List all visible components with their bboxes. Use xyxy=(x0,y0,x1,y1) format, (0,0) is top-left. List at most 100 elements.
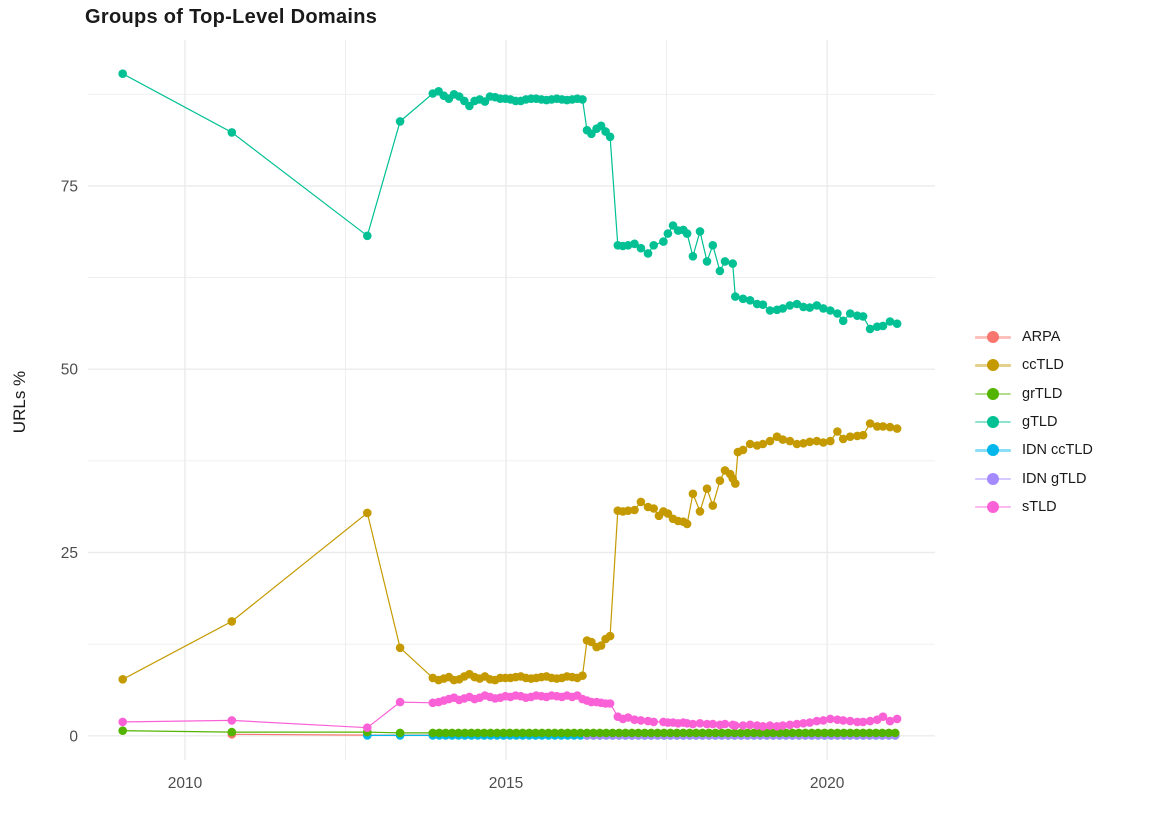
legend-item-grtld: grTLD xyxy=(975,380,1093,408)
series-grtld-point xyxy=(711,728,720,738)
series-cctld-point xyxy=(819,438,828,447)
series-stld-point xyxy=(745,720,755,730)
series-grtld-point xyxy=(845,728,855,738)
series-gtld-point xyxy=(688,251,698,261)
series-grtld-point xyxy=(435,728,444,738)
series-stld-point xyxy=(765,721,775,730)
x-tick-label: 2020 xyxy=(810,775,845,792)
series-grtld-point xyxy=(871,728,881,738)
series-grtld-point xyxy=(544,728,553,738)
series-stld-point xyxy=(792,719,802,729)
series-gtld-point xyxy=(363,231,372,241)
series-stld-point xyxy=(778,721,788,730)
series-stld-point xyxy=(118,717,127,727)
series-cctld-point xyxy=(745,439,755,449)
series-grtld-point xyxy=(730,728,739,738)
series-gtld-point xyxy=(785,301,795,310)
series-gtld-point xyxy=(728,259,737,268)
series-gtld-point xyxy=(596,121,606,131)
series-stld-point xyxy=(805,718,815,727)
series-grtld-point xyxy=(698,728,707,738)
legend-item-arpa: ARPA xyxy=(975,323,1093,351)
series-grtld-point xyxy=(518,728,527,738)
legend-key-icon xyxy=(975,359,1011,372)
series-grtld-point xyxy=(878,728,887,738)
series-grtld-point xyxy=(653,728,662,738)
series-gtld-point xyxy=(227,128,237,137)
legend-label: ccTLD xyxy=(1022,357,1064,374)
series-gtld-point xyxy=(695,227,705,236)
series-grtld-point xyxy=(659,728,669,738)
series-grtld-point xyxy=(884,728,894,738)
series-grtld-point xyxy=(672,728,682,738)
series-grtld-point xyxy=(621,728,630,738)
legend-key-icon xyxy=(975,416,1011,429)
legend-label: IDN ccTLD xyxy=(1022,442,1093,459)
series-cctld-line xyxy=(122,422,898,681)
series-cctld-point xyxy=(878,422,888,431)
series-cctld-point xyxy=(682,519,692,529)
series-stld-point xyxy=(878,712,888,721)
y-tick-label: 25 xyxy=(61,545,78,562)
series-gtld-point xyxy=(792,299,802,309)
series-cctld-point xyxy=(715,476,725,486)
series-grtld-point xyxy=(499,728,508,738)
legend-item-gtld: gTLD xyxy=(975,408,1093,436)
series-gtld-point xyxy=(682,229,692,238)
series-gtld-point xyxy=(745,296,755,305)
series-stld-point xyxy=(227,716,237,725)
series-grtld-point xyxy=(460,728,470,738)
legend: ARPA ccTLD grTLD gTLD IDN ccTLD IDN gTLD… xyxy=(975,323,1093,521)
series-stld-point xyxy=(885,716,895,726)
series-stld-point xyxy=(892,714,902,724)
series-cctld-point xyxy=(785,436,795,446)
series-grtld-point xyxy=(704,728,714,738)
series-grtld-point xyxy=(646,728,656,738)
series-gtld-point xyxy=(708,241,718,250)
series-cctld-point xyxy=(765,436,775,446)
legend-item-idn-cctld: IDN ccTLD xyxy=(975,436,1093,464)
series-gtld-point xyxy=(833,309,842,318)
series-stld-point xyxy=(636,716,646,725)
series-grtld-point xyxy=(820,728,829,738)
series-cctld-point xyxy=(596,641,606,650)
legend-item-cctld: ccTLD xyxy=(975,351,1093,379)
series-gtld-point xyxy=(805,303,815,312)
legend-label: gTLD xyxy=(1022,414,1058,431)
series-grtld-point xyxy=(788,728,797,738)
series-cctld-point xyxy=(838,434,848,444)
x-tick-label: 2010 xyxy=(168,775,203,792)
series-cctld-point xyxy=(758,439,768,449)
series-grtld-point xyxy=(801,728,810,738)
series-grtld-point xyxy=(569,728,579,738)
series-grtld-point xyxy=(447,728,457,738)
x-tick-label: 2015 xyxy=(489,775,523,792)
series-grtld-point xyxy=(852,728,861,738)
series-grtld-point xyxy=(576,728,585,738)
series-cctld-point xyxy=(792,439,802,449)
series-grtld-point xyxy=(634,728,643,738)
series-grtld-point xyxy=(640,728,649,738)
y-tick-label: 0 xyxy=(69,728,78,745)
series-grtld-point xyxy=(563,728,572,738)
series-gtld-point xyxy=(892,319,902,329)
series-grtld-point xyxy=(736,728,746,738)
series-gtld-point xyxy=(630,239,639,249)
series-cctld-point xyxy=(833,427,842,436)
series-grtld-point xyxy=(768,728,778,738)
series-gtld-point xyxy=(643,249,653,258)
series-gtld-point xyxy=(799,302,808,312)
series-cctld-point xyxy=(858,430,868,440)
series-stld-point xyxy=(758,722,768,731)
series-cctld-point xyxy=(623,506,633,515)
series-cctld-point xyxy=(227,617,237,626)
series-cctld-point xyxy=(805,437,815,447)
series-grtld-point xyxy=(601,728,611,738)
series-grtld-point xyxy=(813,728,823,738)
series-gtld-point xyxy=(715,266,725,276)
series-grtld-point xyxy=(858,728,868,738)
series-cctld-point xyxy=(812,436,822,446)
series-stld-point xyxy=(605,699,615,708)
series-stld-point xyxy=(845,716,855,726)
series-cctld-point xyxy=(778,435,788,444)
